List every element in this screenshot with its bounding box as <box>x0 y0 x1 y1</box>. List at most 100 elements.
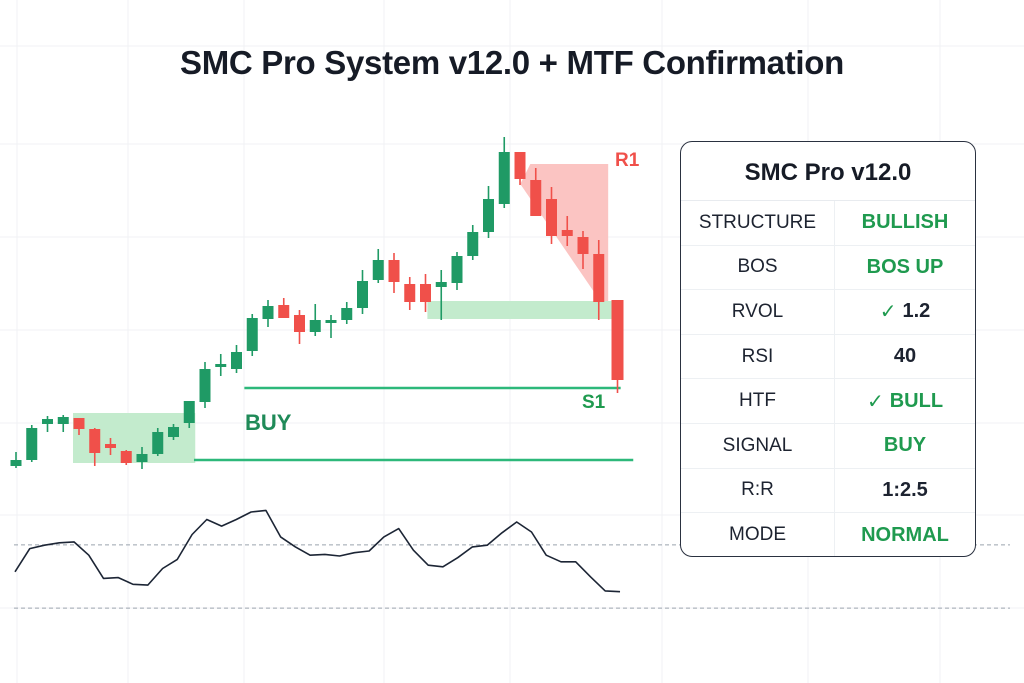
bull-candle <box>168 424 179 440</box>
panel-row-key: STRUCTURE <box>681 201 835 245</box>
r1-label: R1 <box>615 150 640 171</box>
candle-body <box>89 429 101 453</box>
bear-candle <box>73 418 85 435</box>
candle-body <box>467 232 479 256</box>
panel-row-value-text: 40 <box>893 345 917 368</box>
bull-candle <box>26 425 38 462</box>
bull-candle <box>357 270 368 314</box>
panel-row-value-text: BOS UP <box>866 255 944 278</box>
candle-body <box>372 260 384 280</box>
candle-body <box>168 427 179 437</box>
candle-body <box>483 199 494 232</box>
rsi-panel <box>14 509 1010 609</box>
candle-body <box>435 282 447 287</box>
rsi-line <box>14 509 621 593</box>
s1-label: S1 <box>582 392 606 413</box>
levels-layer <box>193 386 634 462</box>
panel-row-key: SIGNAL <box>681 423 835 468</box>
candle-body <box>561 230 573 236</box>
candle-body <box>231 352 242 369</box>
candle-body <box>530 180 542 216</box>
bear-candle <box>404 277 416 310</box>
panel-row-value-text: NORMAL <box>861 523 949 546</box>
candle-body <box>42 419 53 424</box>
bull-candle <box>483 186 494 238</box>
panel-row-signal: SIGNAL BUY <box>681 423 975 469</box>
candles-layer <box>10 137 624 469</box>
candle-body <box>136 454 148 462</box>
candle-body <box>105 444 116 448</box>
bear-candle <box>420 274 431 312</box>
bull-candle <box>246 314 258 356</box>
status-panel: SMC Pro v12.0 STRUCTURE BULLISH BOS BOS UP R… <box>680 141 976 557</box>
candle-body <box>593 254 605 302</box>
candle-body <box>357 281 368 308</box>
panel-row-value-text: BUY <box>883 434 927 457</box>
bear-candle <box>105 438 116 455</box>
bull-candle <box>451 252 463 290</box>
panel-row-value-text: 1.2 <box>902 300 931 323</box>
bull-candle <box>325 315 337 338</box>
panel-row-value-text: BULLISH <box>861 211 949 234</box>
candle-body <box>10 460 22 466</box>
candle-body <box>546 199 557 236</box>
candle-body <box>215 364 227 367</box>
panel-row-key: RVOL <box>681 290 835 334</box>
bear-candle <box>89 428 101 466</box>
candle-body <box>611 300 624 380</box>
candle-body <box>294 315 305 332</box>
candle-body <box>388 260 400 282</box>
bull-candle <box>215 354 227 376</box>
candle-body <box>57 417 69 424</box>
candle-body <box>246 318 258 351</box>
candle-body <box>199 369 211 402</box>
bull-candle <box>42 416 53 432</box>
bear-candle <box>514 152 526 185</box>
bull-candle <box>498 137 510 208</box>
bear-candle <box>530 168 542 216</box>
chart-title: SMC Pro System v12.0 + MTF Confirmation <box>179 44 845 81</box>
panel-title: SMC Pro v12.0 <box>681 142 975 201</box>
candle-body <box>152 432 164 454</box>
bull-candle <box>341 302 353 324</box>
panel-row-key: HTF <box>681 379 835 423</box>
panel-row-value: 1:2.5 <box>835 469 975 513</box>
bear-candle <box>120 450 132 465</box>
panel-row-value-text: BULL <box>889 389 944 412</box>
panel-row-rvol: RVOL ✓ 1.2 <box>681 290 975 335</box>
panel-row-rr: R:R 1:2.5 <box>681 468 975 514</box>
bull-candle <box>372 249 384 283</box>
candle-body <box>451 256 463 283</box>
bear-candle <box>388 253 400 293</box>
candle-body <box>498 152 510 204</box>
buy-label: BUY <box>245 410 292 435</box>
bull-candle <box>57 415 69 432</box>
panel-row-value: 40 <box>835 335 975 379</box>
panel-row-value: BUY <box>835 424 975 468</box>
bull-candle <box>231 345 242 373</box>
check-icon: ✓ <box>879 301 897 324</box>
check-icon: ✓ <box>866 390 884 413</box>
bull-candle <box>467 225 479 260</box>
bear-candle <box>561 216 573 246</box>
panel-row-value: BOS UP <box>835 246 975 290</box>
panel-row-key: BOS <box>681 245 835 290</box>
bear-candle <box>577 231 589 269</box>
bull-candle <box>152 428 164 456</box>
candle-body <box>278 305 290 318</box>
panel-row-key: R:R <box>681 468 835 513</box>
panel-row-key: RSI <box>681 334 835 379</box>
candle-body <box>120 451 132 463</box>
panel-rows: STRUCTURE BULLISH BOS BOS UP RVOL ✓ 1.2 RSI 40 HT… <box>681 201 975 556</box>
panel-row-value: ✓ BULL <box>835 379 975 423</box>
demand-zone-upper <box>427 301 613 319</box>
bull-candle <box>136 447 148 469</box>
candle-body <box>341 308 353 320</box>
candle-body <box>183 401 195 423</box>
panel-row-bos: BOS BOS UP <box>681 245 975 291</box>
candle-body <box>73 418 85 429</box>
panel-row-structure: STRUCTURE BULLISH <box>681 201 975 246</box>
bear-candle <box>611 300 624 393</box>
bull-candle <box>309 304 321 336</box>
panel-row-key: MODE <box>681 513 835 556</box>
